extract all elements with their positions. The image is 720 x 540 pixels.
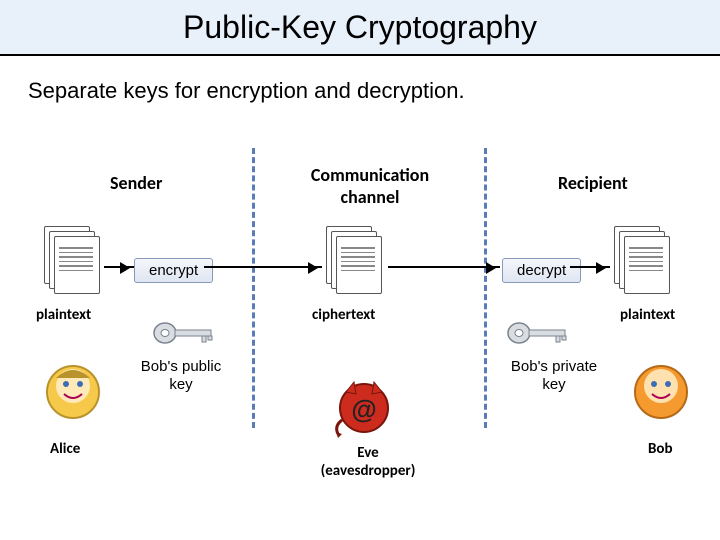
bob-icon [630, 358, 692, 420]
public-key-icon [152, 320, 216, 346]
ciphertext-label: ciphertext [312, 306, 375, 324]
ciphertext-doc [326, 226, 380, 292]
alice-label: Alice [50, 440, 80, 458]
eve-label: Eve (eavesdropper) [298, 444, 438, 480]
arrow-4 [570, 266, 610, 268]
zone-channel: Communication channel [300, 164, 440, 208]
plaintext-label-left: plaintext [36, 306, 91, 324]
alice-icon [42, 358, 104, 420]
page-title: Public-Key Cryptography [183, 9, 537, 46]
plaintext-label-right: plaintext [620, 306, 675, 324]
encrypt-box: encrypt [134, 258, 213, 283]
zone-recipient: Recipient [558, 172, 628, 194]
separator-right [484, 148, 487, 428]
arrow-1 [104, 266, 134, 268]
svg-text:@: @ [351, 394, 376, 424]
title-bar: Public-Key Cryptography [0, 0, 720, 56]
private-key-icon [506, 320, 570, 346]
separator-left [252, 148, 255, 428]
private-key-label: Bob's privatekey [494, 358, 614, 394]
bob-label: Bob [648, 440, 673, 458]
plaintext-doc-left [44, 226, 98, 292]
subtitle: Separate keys for encryption and decrypt… [28, 78, 465, 104]
eve-icon: @ [332, 374, 396, 438]
arrow-2 [204, 266, 322, 268]
decrypt-box: decrypt [502, 258, 581, 283]
arrow-3 [388, 266, 500, 268]
public-key-label: Bob's publickey [126, 358, 236, 394]
zone-sender: Sender [110, 172, 162, 194]
plaintext-doc-right [614, 226, 668, 292]
